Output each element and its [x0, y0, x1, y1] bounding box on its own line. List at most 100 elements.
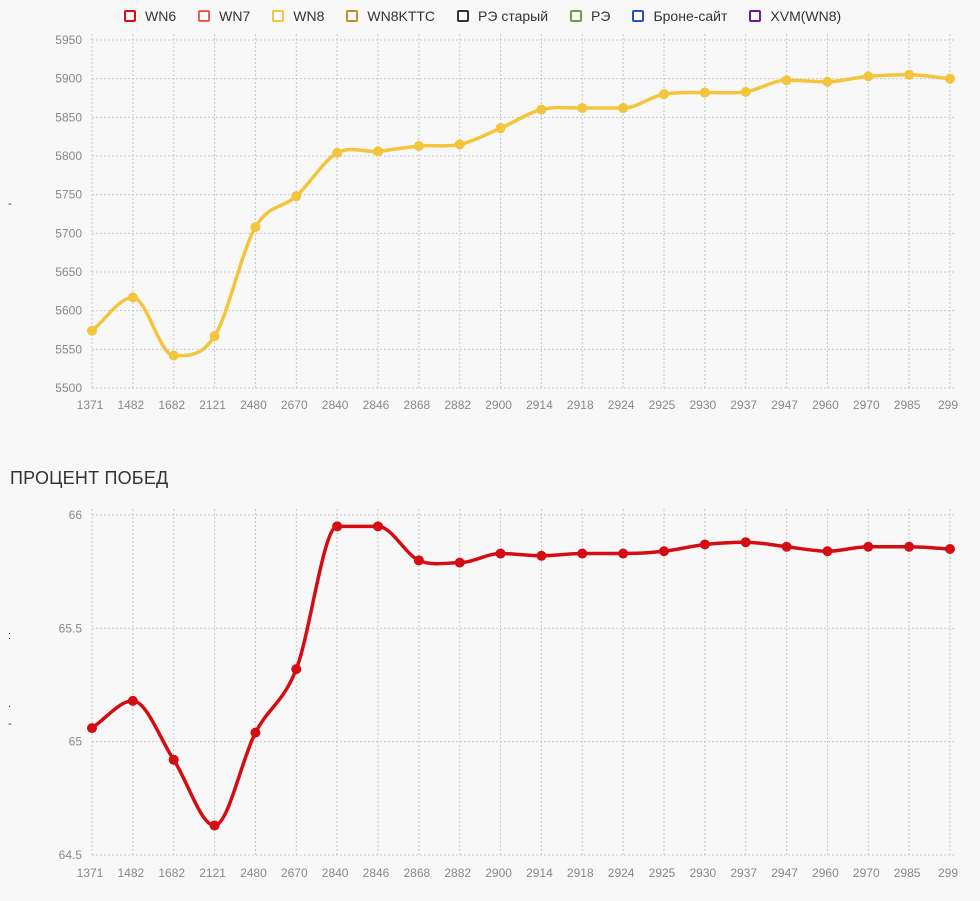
- x-tick-label: 299: [938, 866, 958, 880]
- legend-item-6[interactable]: Броне-сайт: [632, 8, 727, 24]
- data-point[interactable]: [332, 147, 343, 158]
- series-line: [90, 524, 952, 828]
- legend-item-3[interactable]: WN8KTTC: [346, 8, 435, 24]
- legend-label: WN8: [293, 8, 325, 24]
- data-point[interactable]: [209, 820, 220, 831]
- x-tick-label: 299: [938, 398, 958, 412]
- data-point[interactable]: [945, 544, 955, 554]
- data-point[interactable]: [413, 555, 424, 566]
- x-tick-label: 2918: [567, 398, 594, 412]
- x-tick-label: 2918: [567, 866, 594, 880]
- data-point[interactable]: [781, 541, 792, 552]
- win-rate-chart: 66 65.5 65 64.5 1371 1482 1682 2121 2480 2670 2840…: [59, 508, 959, 880]
- legend-swatch: [749, 10, 762, 22]
- data-point[interactable]: [168, 350, 179, 361]
- legend-label: WN7: [219, 8, 251, 24]
- x-tick-label: 1371: [77, 866, 104, 880]
- data-point[interactable]: [740, 86, 751, 97]
- section-title-win-rate: ПРОЦЕНТ ПОБЕД: [10, 468, 169, 488]
- data-point[interactable]: [577, 103, 588, 114]
- data-point[interactable]: [495, 123, 506, 134]
- data-point[interactable]: [618, 103, 629, 114]
- side-mark-3: .: [8, 698, 12, 710]
- x-tick-label: 2937: [730, 398, 757, 412]
- data-point[interactable]: [945, 73, 955, 84]
- data-point[interactable]: [413, 140, 424, 151]
- legend-item-7[interactable]: XVM(WN8): [749, 8, 841, 24]
- y-tick-label: 5550: [55, 342, 82, 356]
- x-tick-label: 2868: [404, 866, 431, 880]
- x-tick-label: 2840: [322, 398, 349, 412]
- data-point[interactable]: [699, 87, 710, 98]
- y-tick-label: 5950: [55, 33, 82, 47]
- data-point[interactable]: [87, 325, 97, 336]
- data-point[interactable]: [250, 222, 261, 233]
- data-point[interactable]: [904, 69, 915, 80]
- data-point[interactable]: [781, 75, 792, 86]
- data-point[interactable]: [618, 548, 629, 559]
- legend-item-0[interactable]: WN6: [124, 8, 176, 24]
- legend-swatch: [570, 10, 583, 22]
- y-tick-label: 5650: [55, 265, 82, 279]
- x-tick-label: 2924: [608, 398, 635, 412]
- legend-item-4[interactable]: РЭ старый: [457, 8, 548, 24]
- data-point[interactable]: [291, 191, 302, 202]
- x-tick-label: 2925: [649, 866, 676, 880]
- data-point[interactable]: [536, 104, 547, 115]
- x-tick-label: 2925: [649, 398, 676, 412]
- data-point[interactable]: [291, 664, 302, 675]
- data-point[interactable]: [127, 292, 138, 303]
- y-tick-label: 5600: [55, 304, 82, 318]
- data-point[interactable]: [699, 539, 710, 550]
- data-point[interactable]: [168, 754, 179, 765]
- data-point[interactable]: [87, 723, 97, 734]
- data-point[interactable]: [577, 548, 588, 559]
- data-point[interactable]: [659, 89, 669, 100]
- data-point[interactable]: [863, 541, 874, 552]
- x-tick-label: 2930: [690, 866, 717, 880]
- data-point[interactable]: [659, 546, 669, 557]
- legend-item-5[interactable]: РЭ: [570, 8, 610, 24]
- x-tick-label: 2947: [771, 866, 798, 880]
- y-tick-label: 66: [69, 508, 83, 522]
- x-tick-label: 2121: [199, 866, 226, 880]
- data-point[interactable]: [209, 331, 220, 342]
- data-point[interactable]: [454, 557, 465, 568]
- data-point[interactable]: [822, 76, 833, 87]
- side-mark-2: :: [8, 630, 12, 642]
- x-tick-label: 2960: [812, 398, 839, 412]
- data-point[interactable]: [250, 727, 261, 738]
- x-tick-label: 2868: [404, 398, 431, 412]
- x-tick-label: 2670: [281, 866, 308, 880]
- x-tick-label: 1482: [118, 398, 145, 412]
- data-point[interactable]: [863, 71, 874, 82]
- data-point[interactable]: [904, 541, 915, 552]
- data-point[interactable]: [373, 146, 383, 157]
- data-point[interactable]: [495, 548, 506, 559]
- data-point[interactable]: [740, 537, 751, 548]
- legend-item-2[interactable]: WN8: [272, 8, 324, 24]
- x-tick-label: 2914: [526, 398, 553, 412]
- data-point[interactable]: [822, 546, 833, 557]
- legend: WN6 WN7 WN8 WN8KTTC РЭ старый РЭ Броне-сайт XVM…: [0, 0, 980, 32]
- data-point[interactable]: [454, 139, 465, 150]
- x-tick-label: 2900: [485, 866, 512, 880]
- legend-label: XVM(WN8): [770, 8, 842, 24]
- x-tick-label: 2930: [690, 398, 717, 412]
- legend-item-1[interactable]: WN7: [198, 8, 250, 24]
- series-line: [90, 73, 952, 358]
- data-point[interactable]: [332, 521, 343, 532]
- data-point[interactable]: [536, 550, 547, 561]
- data-point[interactable]: [127, 695, 138, 706]
- x-tick-label: 2480: [240, 398, 267, 412]
- side-mark-4: -: [8, 718, 12, 730]
- x-tick-label: 2937: [730, 866, 757, 880]
- data-point[interactable]: [373, 521, 383, 532]
- legend-swatch: [272, 10, 285, 22]
- x-tick-label: 2985: [894, 866, 921, 880]
- y-tick-label: 5500: [55, 381, 82, 395]
- x-tick-label: 2947: [771, 398, 798, 412]
- x-tick-label: 1371: [77, 398, 104, 412]
- x-tick-label: 2970: [853, 398, 880, 412]
- x-tick-label: 2882: [444, 398, 471, 412]
